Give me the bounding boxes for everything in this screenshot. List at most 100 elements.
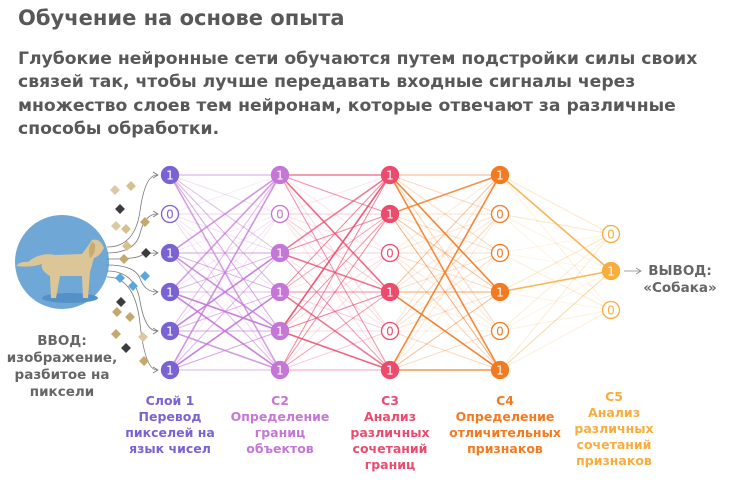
pixel-square-icon [141,248,151,258]
connection-line [389,252,501,371]
connection-line [389,213,501,254]
neuron-node [380,282,400,302]
connection-line [499,309,612,371]
arrow-head [152,171,159,179]
neuron-value: 1 [496,286,504,300]
neuron-value: 0 [386,247,394,261]
neuron-value: 1 [496,364,504,378]
neuron-value: 1 [166,247,174,261]
layer-label: Слой 1 Перевод пикселей на язык чисел [105,393,235,457]
connection-line [169,174,281,371]
arrow-head [152,327,159,335]
connection-line [279,291,391,371]
connection-line [499,291,612,311]
layer-label: С3 Анализ различных сочетаний границ [325,393,455,473]
layer-title: Слой 1 [145,393,195,408]
neuron-node [380,321,400,341]
connection-line [169,174,281,254]
pixel-square-icon [112,307,122,317]
neuron-value: 1 [386,169,394,183]
layer-description: Перевод пикселей на язык чисел [125,409,215,456]
connection-line [389,252,501,332]
neuron-value: 1 [166,364,174,378]
pixel-square-icon [125,312,135,322]
neuron-node [160,321,180,341]
neuron-node [160,360,180,380]
connection-line [499,233,612,371]
neuron-node [270,165,290,185]
connection-line [279,174,391,254]
connection-line [389,291,501,332]
connection-line [499,213,612,235]
layer-description: Анализ различных сочетаний границ [350,409,430,472]
neuron-value: 1 [166,325,174,339]
connection-line [389,213,501,254]
neuron-node [270,243,290,263]
connection-line [499,233,612,293]
connection-line [279,213,391,371]
connection-line [499,174,612,235]
neuron-value: 0 [276,208,284,222]
neuron-node [490,204,510,224]
connection-line [389,291,501,332]
neuron-value: 1 [276,169,284,183]
neuron-node [160,204,180,224]
connection-line [389,213,501,293]
connection-line [499,233,612,332]
connection-line [389,174,501,371]
neuron-value: 1 [276,325,284,339]
connection-line [389,174,501,293]
pixel-square-icon [110,185,120,195]
arrow-head [152,366,159,374]
connection-line [169,174,281,293]
pixel-square-icon [115,204,125,214]
connection-line [389,291,501,371]
neuron-value: 0 [496,325,504,339]
neuron-value: 1 [386,208,394,222]
neuron-node [601,261,621,281]
connection-line [169,174,281,215]
connection-line [279,252,391,371]
connection-line [389,330,501,371]
connection-line [389,252,501,371]
layer-description: Определение отличительных признаков [449,409,561,456]
neuron-value: 1 [276,286,284,300]
layer-title: С4 [496,393,514,408]
connection-line [499,213,612,272]
neuron-value: 1 [276,364,284,378]
pixel-square-icon [116,297,126,307]
neuron-value: 1 [276,247,284,261]
neuron-node [270,321,290,341]
output-label: ВЫВОД: «Собака» [643,263,717,296]
pixel-square-icon [139,356,149,366]
pixel-square-icon [122,241,132,251]
connection-line [499,174,612,272]
layer-label: С5 Анализ различных сочетаний признаков [549,389,679,469]
neuron-value: 1 [607,265,615,279]
page-title: Обучение на основе опыта [18,6,345,30]
connections [169,174,612,371]
dog-image-icon [16,239,104,298]
neuron-node [270,282,290,302]
neuron-node [380,243,400,263]
input-arrow [106,174,158,248]
layer-description: Анализ различных сочетаний признаков [574,405,654,468]
neuron-node [490,360,510,380]
pixel-square-icon [140,271,150,281]
neuron-node [601,224,621,244]
connection-line [389,174,501,215]
pixel-square-icon [138,332,148,342]
connection-line [499,252,612,272]
input-arrow [106,270,158,332]
connection-line [499,309,612,332]
neuron-node [380,204,400,224]
neuron-node [380,360,400,380]
neuron-node [490,165,510,185]
neuron-value: 1 [386,286,394,300]
layer-title: С2 [271,393,289,408]
neuron-value: 0 [496,208,504,222]
neuron-node [270,204,290,224]
pixel-square-icon [140,217,150,227]
layer-description: Определение границ объектов [230,409,330,456]
